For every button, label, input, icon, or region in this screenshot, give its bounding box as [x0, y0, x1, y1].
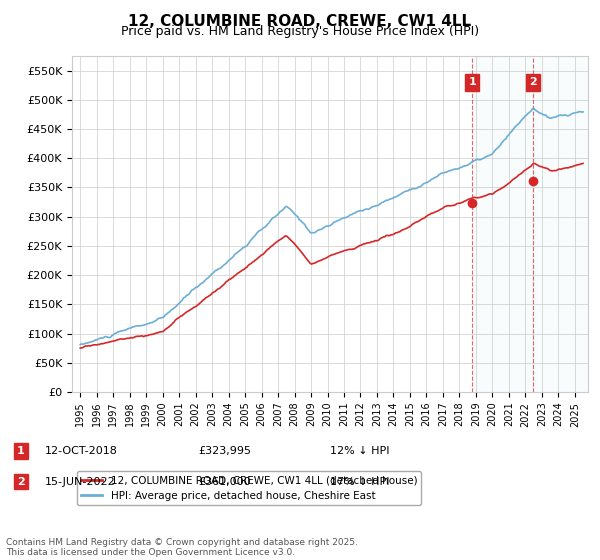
Legend: 12, COLUMBINE ROAD, CREWE, CW1 4LL (detached house), HPI: Average price, detache: 12, COLUMBINE ROAD, CREWE, CW1 4LL (deta… [77, 471, 421, 505]
Text: 12-OCT-2018: 12-OCT-2018 [45, 446, 118, 456]
Text: Price paid vs. HM Land Registry's House Price Index (HPI): Price paid vs. HM Land Registry's House … [121, 25, 479, 38]
Text: 12% ↓ HPI: 12% ↓ HPI [330, 446, 389, 456]
Text: 1: 1 [469, 77, 476, 87]
Text: 12, COLUMBINE ROAD, CREWE, CW1 4LL: 12, COLUMBINE ROAD, CREWE, CW1 4LL [128, 14, 472, 29]
Text: 2: 2 [529, 77, 536, 87]
Text: 1: 1 [17, 446, 25, 456]
Bar [472, 56, 533, 392]
Text: £323,995: £323,995 [198, 446, 251, 456]
Text: 2: 2 [17, 477, 25, 487]
Bar [533, 56, 588, 392]
Text: £361,000: £361,000 [198, 477, 251, 487]
Text: 17% ↓ HPI: 17% ↓ HPI [330, 477, 389, 487]
Text: 15-JUN-2022: 15-JUN-2022 [45, 477, 116, 487]
Text: Contains HM Land Registry data © Crown copyright and database right 2025.
This d: Contains HM Land Registry data © Crown c… [6, 538, 358, 557]
